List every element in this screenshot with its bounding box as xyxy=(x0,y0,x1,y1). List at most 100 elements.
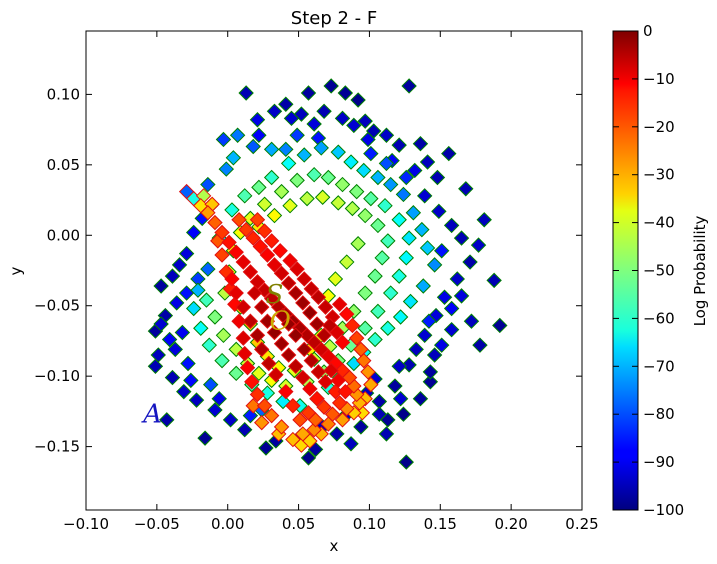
scatter-point xyxy=(370,217,386,234)
scatter-point xyxy=(350,92,366,108)
scatter-point xyxy=(201,337,217,353)
colorbar-ticks: 0 −10 −20 −30 −40 −50 −60 −70 −80 −90 −100 xyxy=(613,22,684,519)
scatter-point xyxy=(228,285,244,301)
scatter-point xyxy=(238,221,254,238)
y-axis-label: y xyxy=(7,266,25,275)
scatter-point xyxy=(231,313,247,329)
annotations: SO A xyxy=(141,280,291,430)
scatter-point xyxy=(231,212,247,228)
scatter-point xyxy=(387,378,403,394)
scatter-point xyxy=(316,103,332,120)
scatter-point xyxy=(426,347,443,363)
scatter-point xyxy=(415,278,431,294)
scatter-point xyxy=(285,398,301,414)
scatter-point xyxy=(245,138,261,155)
y-tick-label: 0.10 xyxy=(47,85,80,103)
scatter-point xyxy=(401,230,417,246)
scatter-point xyxy=(251,365,267,382)
scatter-point xyxy=(273,336,290,352)
scatter-point xyxy=(395,186,412,203)
scatter-point xyxy=(256,196,273,212)
scatter-point xyxy=(237,188,253,204)
scatter-point xyxy=(330,372,346,389)
scatter-point xyxy=(273,419,290,435)
scatter-point xyxy=(436,289,453,305)
scatter-point xyxy=(280,316,297,332)
scatter-point xyxy=(306,116,322,132)
scatter-point xyxy=(309,316,325,332)
y-tick-label: −0.10 xyxy=(34,367,80,385)
scatter-point xyxy=(252,238,269,255)
scatter-point xyxy=(178,245,195,262)
scatter-point xyxy=(363,376,379,393)
scatter-point xyxy=(164,268,181,284)
scatter-point xyxy=(363,190,379,207)
scatter-point xyxy=(254,341,270,358)
scatter-point xyxy=(214,247,230,263)
scatter-point xyxy=(211,390,227,407)
scatter-point xyxy=(370,303,386,320)
scatter-point xyxy=(303,352,320,369)
scatter-point xyxy=(288,285,304,301)
scatter-point xyxy=(288,327,304,344)
scatter-point xyxy=(242,407,259,424)
scatter-point xyxy=(161,331,178,348)
scatter-point xyxy=(185,224,202,241)
scatter-point xyxy=(401,78,417,94)
annotation-s: S xyxy=(266,280,284,310)
scatter-point xyxy=(302,305,318,321)
scatter-point xyxy=(282,197,298,214)
scatter-point xyxy=(357,207,373,224)
scatter-point xyxy=(238,85,254,101)
scatter-point xyxy=(296,341,312,358)
scatter-point xyxy=(330,195,346,211)
scatter-point xyxy=(256,223,273,239)
scatter-point xyxy=(398,454,414,470)
scatter-point xyxy=(470,237,487,253)
scatter-point xyxy=(422,374,439,390)
scatter-point xyxy=(218,161,235,177)
x-tick-label: 0.25 xyxy=(565,515,598,533)
scatter-point xyxy=(215,327,232,344)
x-tick-label: 0.20 xyxy=(494,515,527,533)
scatter-point xyxy=(249,112,266,128)
scatter-point xyxy=(380,320,396,336)
scatter-point xyxy=(330,144,346,160)
scatter-point xyxy=(353,341,369,358)
scatter-point xyxy=(222,412,239,428)
scatter-point xyxy=(235,254,252,270)
x-tick-label: 0.10 xyxy=(353,515,386,533)
scatter-point xyxy=(224,271,240,287)
scatter-point xyxy=(261,355,277,372)
scatter-point xyxy=(306,421,322,438)
scatter-point xyxy=(458,181,474,197)
scatter-point xyxy=(334,334,351,351)
scatter-point xyxy=(263,407,280,424)
scatter-point xyxy=(378,127,395,143)
scatter-point xyxy=(266,103,283,120)
scatter-point xyxy=(492,317,508,334)
scatter-point xyxy=(329,426,345,442)
scatter-point xyxy=(422,364,439,380)
scatter-point xyxy=(309,390,325,407)
scatter-point xyxy=(392,309,409,325)
scatter-point xyxy=(300,405,317,421)
scatter-point xyxy=(228,244,244,260)
scatter-point xyxy=(380,233,396,249)
scatter-point xyxy=(273,265,290,282)
scatter-point xyxy=(334,412,351,428)
scatter-point xyxy=(289,127,305,143)
scatter-point xyxy=(476,212,492,228)
scatter-point xyxy=(486,272,502,289)
scatter-point xyxy=(343,436,359,452)
scatter-point xyxy=(317,299,334,315)
scatter-point xyxy=(357,113,373,129)
scatter-point xyxy=(327,271,344,287)
scatter-point xyxy=(398,250,414,266)
scatter-point xyxy=(339,254,355,270)
scatter-point xyxy=(416,327,433,344)
scatter-point xyxy=(254,299,270,315)
scatter-point xyxy=(183,372,199,389)
x-axis-label: x xyxy=(330,537,339,555)
